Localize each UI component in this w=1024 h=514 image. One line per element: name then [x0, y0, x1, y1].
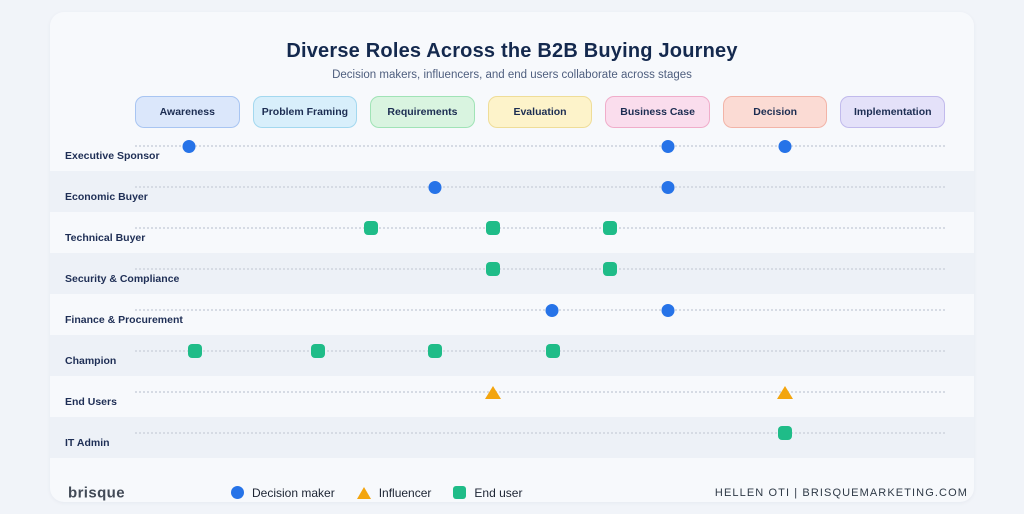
legend-label: Influencer: [378, 485, 432, 500]
row-dotted-line: [135, 350, 945, 352]
footer: brisque Decision maker Influencer End user…: [50, 471, 974, 514]
row-dotted-line: [135, 309, 945, 311]
role-row: Executive Sponsor: [50, 130, 974, 171]
infographic-card: Diverse Roles Across the B2B Buying Jour…: [50, 12, 974, 502]
marker-end-user: [310, 344, 325, 358]
marker-layer: [135, 335, 945, 376]
role-label: Finance & Procurement: [65, 314, 183, 326]
row-dotted-line: [135, 186, 945, 188]
marker-influencer: [777, 385, 794, 399]
legend-swatch-square-icon: [453, 486, 467, 499]
chart-title: Diverse Roles Across the B2B Buying Jour…: [286, 40, 738, 62]
marker-end-user: [778, 426, 793, 440]
marker-layer: [135, 253, 945, 294]
legend-item: End user: [453, 486, 522, 500]
role-label: Security & Compliance: [65, 273, 180, 285]
role-label: Technical Buyer: [65, 232, 146, 244]
role-row: Security & Compliance: [50, 253, 974, 294]
marker-decision-maker: [182, 139, 196, 153]
chart-subtitle: Decision makers, influencers, and end us…: [332, 69, 692, 81]
legend-item: Decision maker: [231, 486, 335, 500]
role-row: Economic Buyer: [50, 171, 974, 212]
row-dotted-line: [135, 432, 945, 434]
marker-decision-maker: [661, 303, 675, 317]
legend-swatch-circle-icon: [231, 486, 244, 499]
chart-plot-area: Executive Sponsor Economic Buyer Technical…: [50, 130, 974, 458]
marker-decision-maker: [661, 139, 675, 153]
role-row: IT Admin: [50, 417, 974, 458]
stage-pill: Problem Framing: [252, 96, 358, 128]
marker-end-user: [188, 344, 203, 358]
marker-end-user: [602, 262, 617, 276]
role-label: IT Admin: [65, 437, 110, 449]
marker-layer: [135, 171, 945, 212]
credit-text: HELLEN OTI | BRISQUEMARKETING.COM: [714, 486, 968, 499]
role-row: Finance & Procurement: [50, 294, 974, 335]
marker-decision-maker: [778, 139, 792, 153]
marker-end-user: [428, 344, 443, 358]
stage-pill: Awareness: [135, 96, 240, 128]
marker-layer: [135, 417, 945, 458]
stage-pill: Implementation: [840, 96, 946, 128]
row-dotted-line: [135, 227, 945, 229]
brand-logo: brisque: [68, 484, 125, 501]
marker-end-user: [364, 221, 379, 235]
role-label: Executive Sponsor: [65, 150, 160, 162]
role-label: Economic Buyer: [65, 191, 148, 203]
marker-layer: [135, 294, 945, 335]
legend-label: End user: [474, 485, 523, 500]
marker-layer: [135, 130, 945, 171]
role-label: Champion: [65, 355, 117, 367]
stage-header-row: Awareness Problem Framing Requirements Eval…: [135, 96, 946, 128]
row-dotted-line: [135, 268, 945, 270]
stage-pill: Decision: [722, 96, 828, 128]
marker-decision-maker: [545, 303, 559, 317]
role-row: End Users: [50, 376, 974, 417]
row-dotted-line: [135, 145, 945, 147]
marker-end-user: [486, 221, 501, 235]
marker-end-user: [602, 221, 617, 235]
stage-pill: Business Case: [605, 96, 710, 128]
marker-end-user: [545, 344, 560, 358]
marker-layer: [135, 376, 945, 417]
legend-swatch-triangle-icon: [356, 486, 371, 499]
stage-pill: Requirements: [370, 96, 475, 128]
marker-influencer: [485, 385, 502, 399]
marker-decision-maker: [661, 180, 675, 194]
row-dotted-line: [135, 391, 945, 393]
stage-pill: Evaluation: [487, 96, 593, 128]
marker-end-user: [486, 262, 501, 276]
marker-layer: [135, 212, 945, 253]
marker-decision-maker: [428, 180, 442, 194]
legend-label: Decision maker: [252, 485, 335, 500]
legend-item: Influencer: [356, 485, 432, 500]
role-label: End Users: [65, 396, 117, 408]
role-row: Champion: [50, 335, 974, 376]
legend: Decision maker Influencer End user: [231, 486, 522, 500]
role-row: Technical Buyer: [50, 212, 974, 253]
